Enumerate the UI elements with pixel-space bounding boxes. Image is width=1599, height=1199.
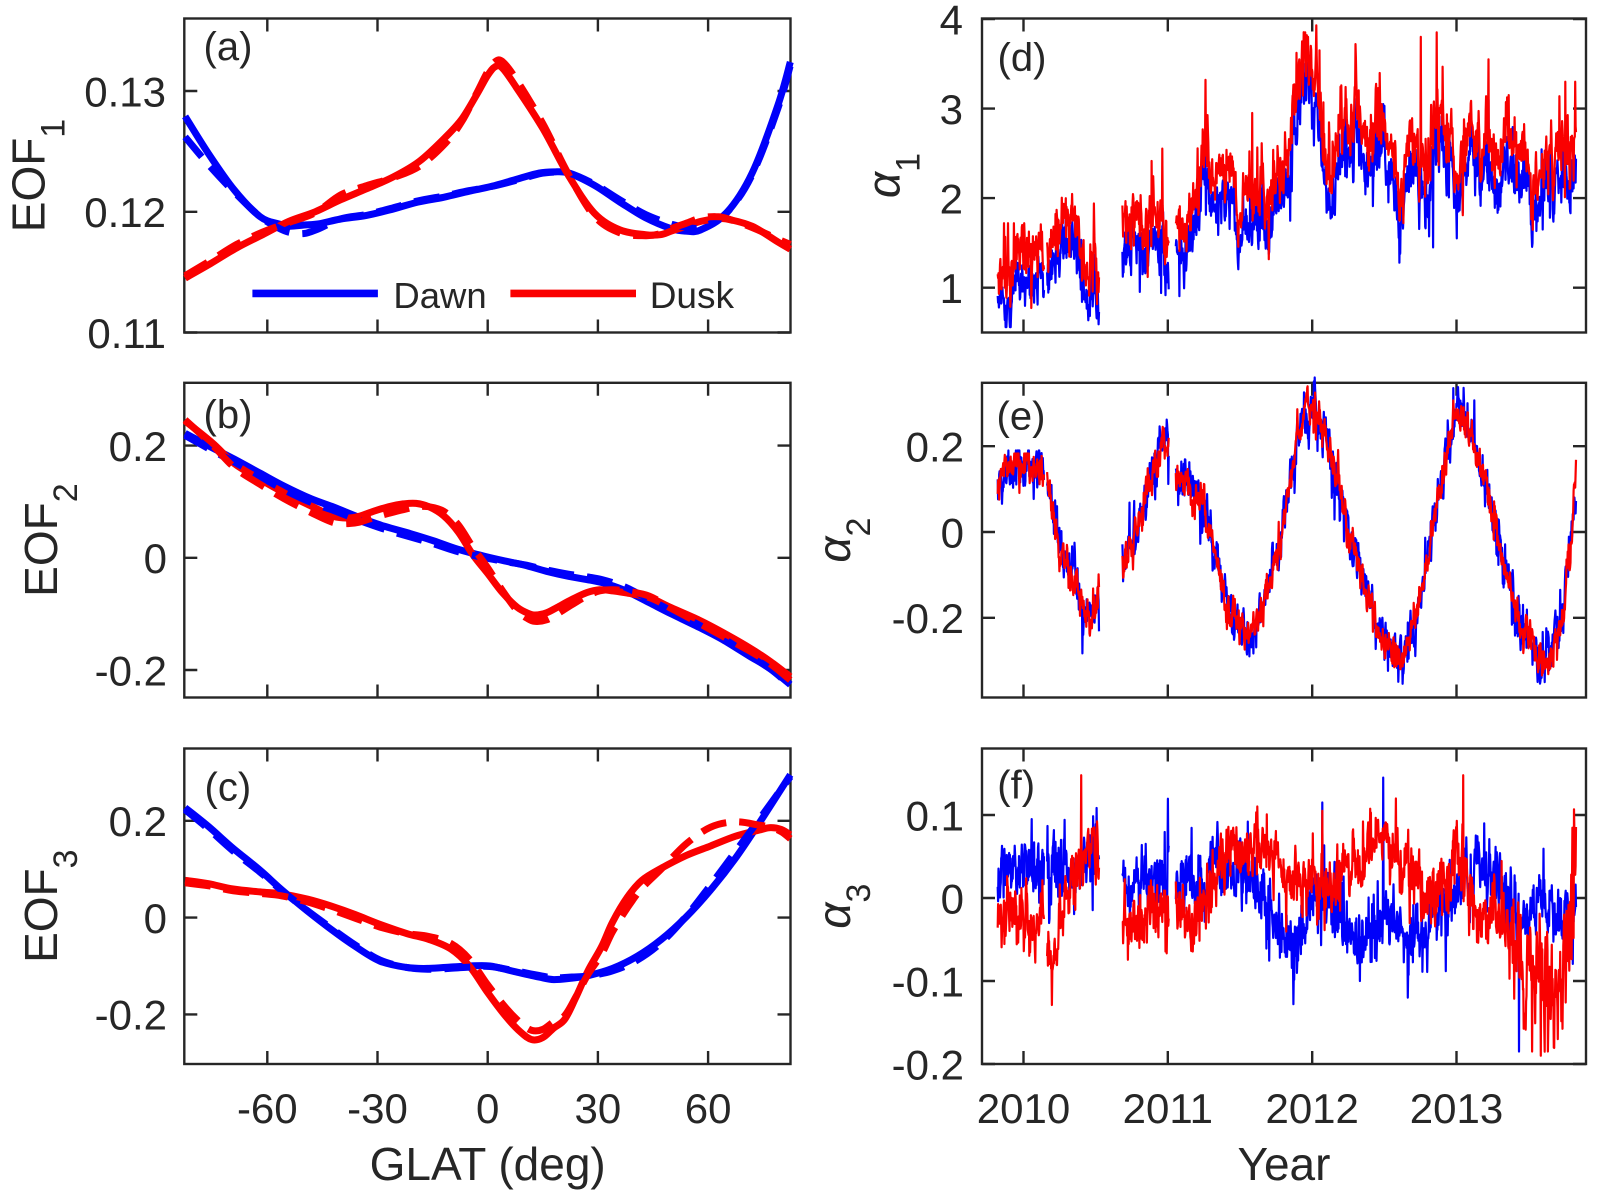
- svg-text:α2: α2: [808, 518, 878, 563]
- svg-text:0.2: 0.2: [109, 423, 167, 470]
- svg-text:0: 0: [941, 509, 964, 556]
- svg-text:30: 30: [575, 1085, 622, 1132]
- svg-text:0.11: 0.11: [87, 310, 166, 357]
- svg-text:0.1: 0.1: [906, 792, 964, 839]
- svg-text:0: 0: [144, 535, 167, 582]
- svg-text:Dusk: Dusk: [650, 275, 735, 316]
- svg-text:60: 60: [685, 1085, 732, 1132]
- svg-text:α1: α1: [858, 153, 928, 198]
- svg-text:(c): (c): [205, 765, 252, 809]
- svg-text:-30: -30: [347, 1085, 408, 1132]
- svg-text:1: 1: [940, 265, 963, 312]
- svg-text:Dawn: Dawn: [393, 275, 486, 316]
- svg-text:-0.2: -0.2: [892, 1041, 964, 1088]
- svg-text:Year: Year: [1238, 1138, 1331, 1190]
- svg-text:0: 0: [144, 895, 167, 942]
- svg-text:0.13: 0.13: [84, 68, 166, 115]
- svg-text:2013: 2013: [1410, 1085, 1503, 1132]
- svg-text:3: 3: [940, 86, 963, 133]
- svg-text:2012: 2012: [1265, 1085, 1358, 1132]
- svg-text:2: 2: [940, 175, 963, 222]
- svg-text:(d): (d): [998, 36, 1047, 80]
- svg-text:-0.1: -0.1: [892, 958, 964, 1005]
- svg-text:0: 0: [476, 1085, 499, 1132]
- svg-text:0.2: 0.2: [906, 424, 964, 471]
- svg-text:GLAT (deg): GLAT (deg): [370, 1138, 606, 1190]
- svg-text:(f): (f): [997, 764, 1035, 808]
- svg-text:0: 0: [941, 875, 964, 922]
- svg-text:-0.2: -0.2: [95, 647, 167, 694]
- svg-text:4: 4: [940, 0, 963, 43]
- svg-text:0.12: 0.12: [84, 189, 166, 236]
- svg-text:0.2: 0.2: [109, 798, 167, 845]
- svg-text:2010: 2010: [977, 1085, 1070, 1132]
- svg-text:(b): (b): [204, 393, 253, 437]
- svg-text:(a): (a): [204, 25, 253, 69]
- svg-text:-0.2: -0.2: [95, 992, 167, 1039]
- svg-text:-0.2: -0.2: [892, 595, 964, 642]
- svg-text:α3: α3: [808, 884, 878, 929]
- svg-text:(e): (e): [997, 394, 1046, 438]
- svg-text:2011: 2011: [1123, 1085, 1213, 1132]
- svg-text:-60: -60: [237, 1085, 298, 1132]
